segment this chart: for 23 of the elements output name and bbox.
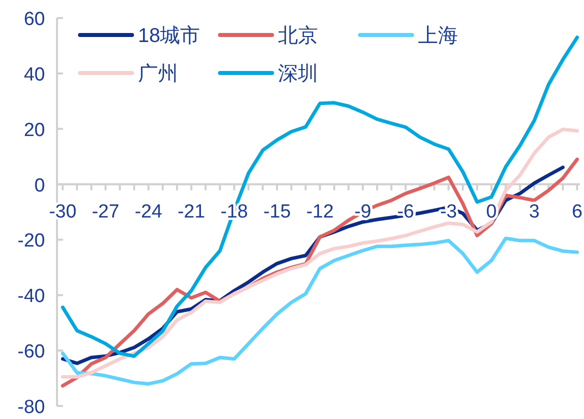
y-tick-label: 40 — [24, 64, 45, 86]
legend-label: 深圳 — [278, 63, 318, 85]
x-tick-label: -30 — [48, 201, 76, 222]
legend-label: 北京 — [278, 25, 318, 47]
x-tick-label: -12 — [306, 201, 334, 222]
x-tick-label: -15 — [263, 201, 291, 222]
x-tick-label: -27 — [92, 201, 120, 222]
y-tick-label: 60 — [24, 9, 45, 30]
y-tick-label: -20 — [18, 230, 45, 252]
line-series — [60, 236, 579, 386]
x-tick-label: 6 — [572, 201, 582, 222]
y-tick-label: 0 — [34, 175, 45, 196]
legend-label: 18城市 — [138, 25, 200, 47]
y-tick-label: -60 — [18, 342, 45, 363]
y-tick-label: -80 — [18, 397, 45, 418]
y-tick-label: 20 — [24, 120, 45, 141]
x-tick-label: 0 — [486, 201, 497, 222]
y-tick-label: -40 — [18, 286, 45, 308]
legend-label: 广州 — [138, 63, 178, 85]
x-tick-label: 3 — [528, 201, 540, 222]
legend-label: 上海 — [418, 25, 458, 47]
x-tick-label: -24 — [134, 201, 163, 222]
x-tick-label: -21 — [178, 201, 206, 222]
